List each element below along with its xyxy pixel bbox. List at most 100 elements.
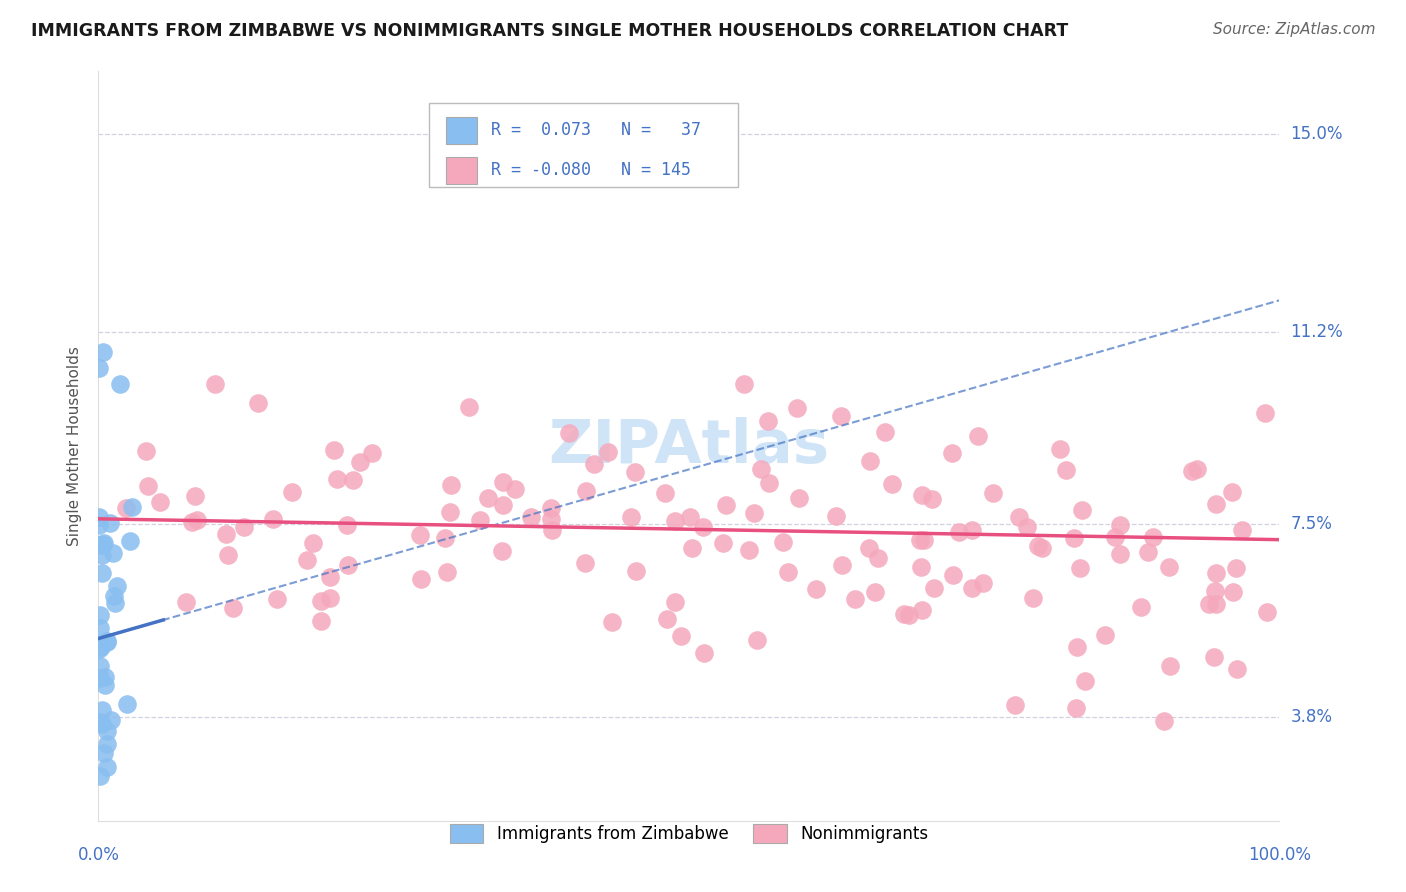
- Point: [135, 444, 157, 458]
- Point: [120, 533, 142, 548]
- Point: [87, 360, 110, 375]
- Point: [787, 491, 810, 505]
- Point: [981, 486, 1004, 500]
- Point: [89, 621, 111, 635]
- Point: [655, 612, 678, 626]
- Point: [491, 475, 513, 489]
- Point: [711, 536, 734, 550]
- Point: [319, 591, 342, 605]
- Point: [93, 535, 115, 549]
- Point: [1130, 600, 1153, 615]
- Point: [868, 551, 890, 566]
- Point: [738, 542, 761, 557]
- Point: [217, 548, 239, 562]
- Point: [101, 546, 124, 560]
- Point: [859, 454, 882, 468]
- Y-axis label: Single Mother Households: Single Mother Households: [67, 346, 83, 546]
- Point: [911, 603, 934, 617]
- Point: [1256, 606, 1278, 620]
- Point: [1159, 659, 1181, 673]
- Point: [149, 495, 172, 509]
- Point: [733, 376, 755, 391]
- Point: [115, 697, 138, 711]
- Point: [972, 576, 994, 591]
- Point: [778, 565, 800, 579]
- Point: [186, 513, 208, 527]
- Point: [1222, 584, 1244, 599]
- Point: [908, 533, 931, 547]
- Point: [89, 715, 111, 730]
- Text: Source: ZipAtlas.com: Source: ZipAtlas.com: [1212, 22, 1375, 37]
- Point: [477, 491, 499, 505]
- Point: [962, 523, 984, 537]
- Point: [104, 596, 127, 610]
- Point: [233, 520, 256, 534]
- Point: [596, 445, 619, 459]
- Point: [1004, 698, 1026, 712]
- Point: [1142, 529, 1164, 543]
- Point: [922, 581, 945, 595]
- Point: [1104, 530, 1126, 544]
- Point: [337, 558, 360, 573]
- Point: [880, 476, 903, 491]
- Point: [222, 600, 245, 615]
- Point: [91, 537, 114, 551]
- Point: [1157, 559, 1180, 574]
- Point: [1054, 463, 1077, 477]
- Text: 100.0%: 100.0%: [1249, 846, 1310, 863]
- Point: [574, 556, 596, 570]
- Point: [583, 457, 606, 471]
- Point: [1153, 714, 1175, 728]
- Point: [1136, 545, 1159, 559]
- Text: 11.2%: 11.2%: [1291, 323, 1343, 341]
- Point: [311, 594, 333, 608]
- Point: [1015, 520, 1038, 534]
- Point: [844, 592, 866, 607]
- Point: [664, 514, 686, 528]
- Point: [121, 500, 143, 514]
- Point: [1049, 442, 1071, 456]
- Point: [1253, 406, 1275, 420]
- Point: [90, 717, 112, 731]
- Point: [1198, 597, 1220, 611]
- Point: [1026, 539, 1049, 553]
- Point: [681, 541, 703, 555]
- Point: [266, 591, 288, 606]
- Point: [575, 484, 598, 499]
- Point: [1181, 464, 1204, 478]
- Point: [87, 518, 110, 533]
- Point: [1007, 509, 1029, 524]
- Point: [541, 523, 564, 537]
- Point: [319, 570, 342, 584]
- Point: [433, 531, 456, 545]
- Point: [1226, 662, 1249, 676]
- Point: [1220, 485, 1243, 500]
- Point: [831, 558, 853, 572]
- Point: [1094, 628, 1116, 642]
- Point: [439, 478, 461, 492]
- Point: [942, 567, 965, 582]
- Point: [540, 501, 562, 516]
- Point: [100, 713, 122, 727]
- Point: [280, 485, 302, 500]
- Point: [1205, 566, 1227, 580]
- Point: [295, 553, 318, 567]
- Point: [108, 376, 131, 391]
- Point: [1069, 561, 1091, 575]
- Point: [1232, 523, 1254, 537]
- Point: [858, 541, 880, 556]
- Point: [716, 498, 738, 512]
- Point: [94, 677, 117, 691]
- Point: [1022, 591, 1045, 605]
- Point: [174, 595, 197, 609]
- Point: [679, 510, 702, 524]
- Point: [941, 445, 963, 459]
- Point: [301, 536, 323, 550]
- Point: [247, 396, 270, 410]
- Point: [138, 479, 160, 493]
- Point: [491, 543, 513, 558]
- Point: [693, 646, 716, 660]
- Point: [503, 482, 526, 496]
- Point: [336, 518, 359, 533]
- Point: [1225, 561, 1247, 575]
